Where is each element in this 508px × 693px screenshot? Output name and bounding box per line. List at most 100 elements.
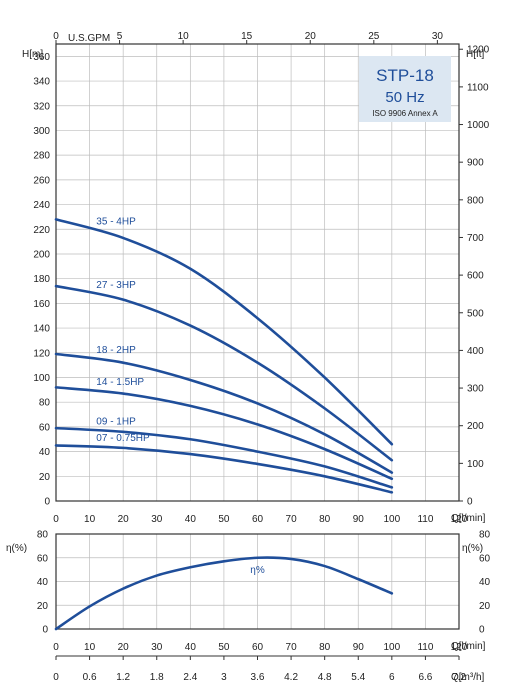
m3h-tick-label: 4.8 xyxy=(318,672,332,683)
ft-tick-label: 700 xyxy=(467,233,484,244)
gpm-tick-label: 10 xyxy=(178,31,190,42)
head-curve-label: 09 - 1HP xyxy=(96,416,136,427)
x-tick-label: 110 xyxy=(417,642,433,653)
y-tick-label: 220 xyxy=(33,225,50,236)
x-tick-label: 80 xyxy=(319,514,331,525)
head-curve-label: 27 - 3HP xyxy=(96,280,136,291)
x-axis-label-top-chart: Q[l/min] xyxy=(451,513,486,524)
m3h-tick-label: 1.8 xyxy=(150,672,164,683)
ft-tick-label: 400 xyxy=(467,346,484,357)
y-tick-label: 360 xyxy=(33,52,50,63)
head-curve-2 xyxy=(54,352,394,474)
head-curve-3 xyxy=(54,386,394,481)
x-tick-label: 30 xyxy=(151,514,163,525)
y-tick-label: 80 xyxy=(37,530,49,541)
x-tick-label: 20 xyxy=(118,514,130,525)
y-tick-label: 340 xyxy=(33,77,50,88)
head-curve-0 xyxy=(54,218,394,446)
y-tick-label: 140 xyxy=(33,324,50,335)
ft-tick-label: 200 xyxy=(467,421,484,432)
x-tick-label: 30 xyxy=(151,642,163,653)
y-tick-label-right: 0 xyxy=(479,625,485,636)
frequency: 50 Hz xyxy=(385,89,424,106)
y-tick-label: 160 xyxy=(33,299,50,310)
x-tick-label: 0 xyxy=(53,642,59,653)
eta-label-left: η(%) xyxy=(6,543,27,554)
x-tick-label: 10 xyxy=(84,642,96,653)
m3h-tick-label: 0.6 xyxy=(83,672,97,683)
ft-tick-label: 0 xyxy=(467,497,473,508)
x-tick-label: 70 xyxy=(286,514,298,525)
y-tick-label: 40 xyxy=(39,447,51,458)
y-tick-label-right: 20 xyxy=(479,601,491,612)
ft-tick-label: 500 xyxy=(467,308,484,319)
gpm-tick-label: 20 xyxy=(305,31,317,42)
m3h-tick-label: 1.2 xyxy=(116,672,130,683)
x-tick-label: 120 xyxy=(451,514,468,525)
efficiency-chart-frame xyxy=(55,533,460,630)
x-tick-label: 50 xyxy=(218,514,230,525)
y-tick-label-right: 60 xyxy=(479,553,491,564)
m3h-tick-label: 4.2 xyxy=(284,672,298,683)
y-tick-label: 60 xyxy=(39,422,51,433)
x-tick-label: 40 xyxy=(185,642,197,653)
top-axis-label: U.S.GPM xyxy=(68,33,110,44)
y-tick-label: 100 xyxy=(33,373,50,384)
x-tick-label: 100 xyxy=(383,642,400,653)
efficiency-chart-ticks: 00100.6201.2301.8402.4503603.6704.2804.8… xyxy=(37,530,491,684)
gpm-tick-label: 25 xyxy=(368,31,380,42)
x-tick-label: 100 xyxy=(383,514,400,525)
efficiency-curve-label: η% xyxy=(250,565,265,576)
ft-tick-label: 100 xyxy=(467,459,484,470)
y-axis-label-left: H[m] xyxy=(22,49,43,60)
head-curve-1 xyxy=(54,284,394,462)
gpm-tick-label: 0 xyxy=(53,31,59,42)
head-curve-label: 14 - 1.5HP xyxy=(96,377,144,388)
ft-tick-label: 800 xyxy=(467,195,484,206)
x-tick-label: 110 xyxy=(417,514,433,525)
model-badge-background xyxy=(359,56,451,122)
ft-tick-label: 1000 xyxy=(467,120,490,131)
y-tick-label: 300 xyxy=(33,126,50,137)
ft-tick-label: 1200 xyxy=(467,45,490,56)
y-tick-label-right: 40 xyxy=(479,577,491,588)
efficiency-curves: η% xyxy=(54,556,394,631)
head-curve-label: 07 - 0.75HP xyxy=(96,433,150,444)
gpm-tick-label: 15 xyxy=(241,31,253,42)
efficiency-curve xyxy=(54,556,394,631)
model-badge: STP-18 50 Hz ISO 9906 Annex A xyxy=(359,56,451,122)
y-axis-label-right: H[ft] xyxy=(466,49,485,60)
x-tick-label: 0 xyxy=(53,514,59,525)
y-tick-label: 80 xyxy=(39,398,51,409)
y-tick-label: 260 xyxy=(33,175,50,186)
y-tick-label: 240 xyxy=(33,200,50,211)
y-tick-label: 60 xyxy=(37,553,49,564)
x-tick-label: 120 xyxy=(451,642,468,653)
x-tick-label: 70 xyxy=(286,642,298,653)
x-tick-label: 20 xyxy=(118,642,130,653)
head-curve-label: 18 - 2HP xyxy=(96,345,136,356)
y-tick-label: 40 xyxy=(37,577,49,588)
gpm-tick-label: 5 xyxy=(117,31,123,42)
y-tick-label: 20 xyxy=(39,472,51,483)
y-tick-label: 20 xyxy=(37,601,49,612)
efficiency-chart-grid xyxy=(55,533,460,630)
head-chart-frame xyxy=(55,43,460,502)
ft-tick-label: 1100 xyxy=(467,82,489,93)
y-tick-label-right: 80 xyxy=(479,530,491,541)
head-curve-label: 35 - 4HP xyxy=(96,217,136,228)
x-tick-label: 60 xyxy=(252,514,264,525)
m3h-tick-label: 6 xyxy=(389,672,395,683)
ft-tick-label: 300 xyxy=(467,384,484,395)
m3h-tick-label: 6.6 xyxy=(418,672,432,683)
x-tick-label: 10 xyxy=(84,514,96,525)
ft-tick-label: 600 xyxy=(467,271,484,282)
gpm-tick-label: 30 xyxy=(432,31,444,42)
head-chart-ticks: 0 10 20 30 40 50 60 70 80 90 100 110 120020406080100… xyxy=(33,31,489,525)
y-tick-label: 180 xyxy=(33,274,50,285)
head-curve-5 xyxy=(54,444,394,494)
eta-label-right: η(%) xyxy=(462,543,483,554)
y-tick-label: 280 xyxy=(33,151,50,162)
x-tick-label: 40 xyxy=(185,514,197,525)
